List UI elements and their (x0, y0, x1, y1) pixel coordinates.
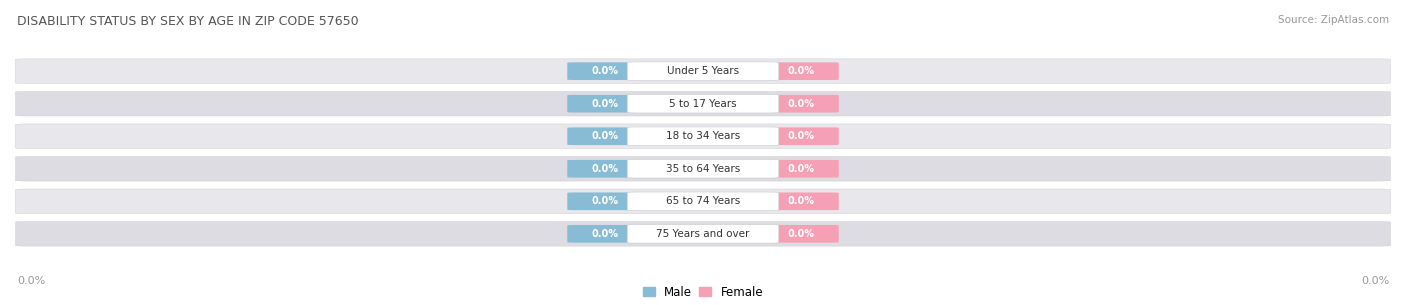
Text: 65 to 74 Years: 65 to 74 Years (666, 196, 740, 206)
Text: 0.0%: 0.0% (17, 276, 45, 285)
FancyBboxPatch shape (627, 224, 779, 243)
Text: Under 5 Years: Under 5 Years (666, 66, 740, 76)
FancyBboxPatch shape (15, 156, 1391, 181)
FancyBboxPatch shape (763, 192, 839, 210)
Text: 0.0%: 0.0% (787, 164, 814, 174)
FancyBboxPatch shape (567, 192, 643, 210)
FancyBboxPatch shape (763, 160, 839, 178)
FancyBboxPatch shape (15, 221, 1391, 246)
Text: 0.0%: 0.0% (592, 196, 619, 206)
FancyBboxPatch shape (627, 160, 779, 178)
FancyBboxPatch shape (763, 62, 839, 80)
Text: Source: ZipAtlas.com: Source: ZipAtlas.com (1278, 15, 1389, 25)
FancyBboxPatch shape (15, 124, 1391, 149)
FancyBboxPatch shape (763, 127, 839, 145)
Text: 0.0%: 0.0% (1361, 276, 1389, 285)
Text: 35 to 64 Years: 35 to 64 Years (666, 164, 740, 174)
FancyBboxPatch shape (763, 225, 839, 243)
Text: 5 to 17 Years: 5 to 17 Years (669, 99, 737, 109)
Text: 0.0%: 0.0% (592, 66, 619, 76)
FancyBboxPatch shape (567, 160, 643, 178)
Text: DISABILITY STATUS BY SEX BY AGE IN ZIP CODE 57650: DISABILITY STATUS BY SEX BY AGE IN ZIP C… (17, 15, 359, 28)
FancyBboxPatch shape (15, 59, 1391, 84)
Text: 0.0%: 0.0% (592, 229, 619, 239)
Text: 0.0%: 0.0% (592, 99, 619, 109)
Text: 0.0%: 0.0% (787, 99, 814, 109)
FancyBboxPatch shape (15, 189, 1391, 213)
Text: 0.0%: 0.0% (787, 131, 814, 141)
Text: 0.0%: 0.0% (592, 164, 619, 174)
FancyBboxPatch shape (627, 192, 779, 210)
Text: 0.0%: 0.0% (592, 131, 619, 141)
Text: 75 Years and over: 75 Years and over (657, 229, 749, 239)
Text: 18 to 34 Years: 18 to 34 Years (666, 131, 740, 141)
Legend: Male, Female: Male, Female (643, 286, 763, 299)
FancyBboxPatch shape (567, 95, 643, 113)
FancyBboxPatch shape (567, 225, 643, 243)
FancyBboxPatch shape (627, 95, 779, 113)
FancyBboxPatch shape (15, 92, 1391, 116)
FancyBboxPatch shape (627, 62, 779, 81)
FancyBboxPatch shape (763, 95, 839, 113)
Text: 0.0%: 0.0% (787, 66, 814, 76)
Text: 0.0%: 0.0% (787, 229, 814, 239)
FancyBboxPatch shape (627, 127, 779, 145)
FancyBboxPatch shape (567, 62, 643, 80)
FancyBboxPatch shape (567, 127, 643, 145)
Text: 0.0%: 0.0% (787, 196, 814, 206)
